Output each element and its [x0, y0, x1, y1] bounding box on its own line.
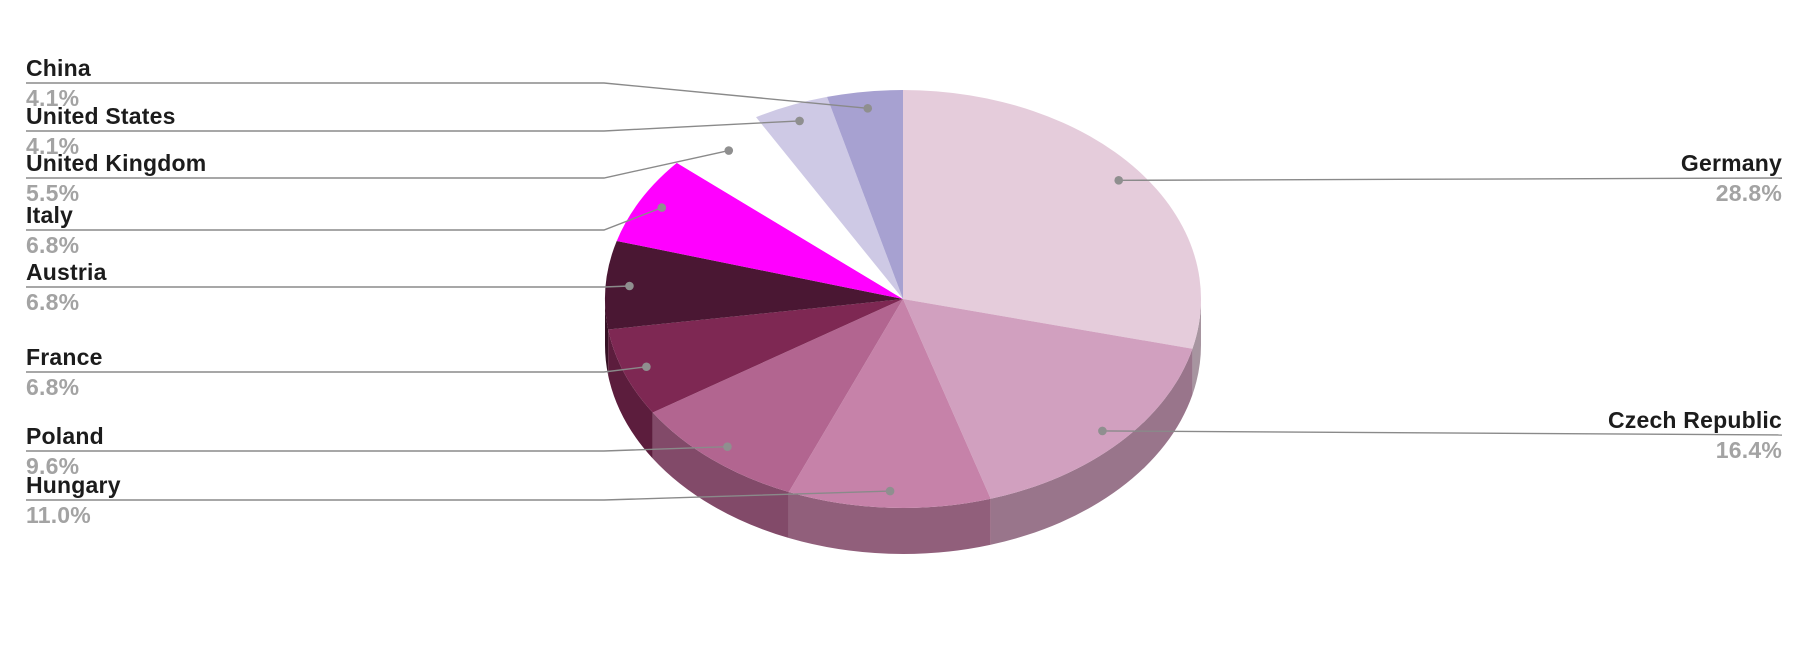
leader-line-china	[26, 82, 868, 110]
pie-slice-austria	[605, 240, 903, 330]
leader-line-czech-republic	[1102, 430, 1783, 436]
label-united-kingdom-name: United Kingdom	[26, 150, 207, 176]
label-germany-pct: 28.8%	[1715, 180, 1782, 206]
label-poland-pct: 9.6%	[26, 453, 80, 479]
leader-dot-united-kingdom	[724, 146, 734, 155]
pie-slice-poland	[652, 299, 903, 493]
leader-line-poland	[26, 445, 728, 452]
label-austria-pct: 6.8%	[26, 289, 80, 315]
label-china-pct: 4.1%	[26, 85, 80, 111]
pie-slice-france	[608, 299, 903, 413]
pie-slice-united-states	[756, 96, 903, 299]
leader-dot-hungary	[885, 486, 895, 496]
leader-line-austria	[26, 285, 630, 288]
leader-dot-china	[863, 104, 873, 113]
label-czech-republic-name: Czech Republic	[1607, 407, 1782, 433]
label-hungary-name: Hungary	[26, 472, 121, 498]
leader-dot-germany	[1114, 176, 1124, 185]
pie-wall-hungary	[788, 492, 991, 554]
leader-line-france	[26, 366, 647, 373]
label-hungary-pct: 11.0%	[26, 502, 91, 528]
leader-line-united-kingdom	[26, 149, 729, 179]
pie-slice-hungary	[788, 299, 991, 509]
label-france-pct: 6.8%	[26, 374, 80, 400]
leader-line-hungary	[26, 490, 891, 501]
leader-dot-czech-republic	[1098, 426, 1107, 436]
label-united-kingdom-pct: 5.5%	[26, 180, 80, 206]
pie-slice-germany	[903, 90, 1201, 349]
pie-wall-czech-republic	[990, 348, 1193, 545]
leader-dot-austria	[625, 281, 634, 291]
label-austria-name: Austria	[26, 259, 107, 285]
pie-wall-austria	[605, 299, 609, 376]
label-france-name: France	[26, 344, 103, 370]
pie-wall-germany	[1192, 299, 1201, 395]
leader-line-italy	[26, 206, 663, 231]
label-china-name: China	[26, 55, 91, 81]
label-italy-pct: 6.8%	[26, 232, 80, 258]
pie-wall-france	[608, 329, 653, 459]
pie-slice-italy	[616, 162, 903, 299]
pie-wall-poland	[652, 412, 789, 539]
label-germany-name: Germany	[1680, 150, 1782, 176]
pie-slice-china	[827, 90, 903, 299]
label-italy-name: Italy	[26, 202, 74, 228]
leader-dot-italy	[657, 203, 667, 212]
label-united-states-pct: 4.1%	[26, 133, 80, 159]
leader-dot-united-states	[795, 116, 804, 126]
leader-line-united-states	[26, 120, 800, 132]
leader-dot-france	[642, 362, 651, 372]
label-poland-name: Poland	[26, 423, 104, 449]
pie-slice-united-kingdom	[676, 117, 903, 300]
label-czech-republic-pct: 16.4%	[1715, 437, 1782, 463]
leader-line-germany	[1118, 177, 1783, 182]
leader-dot-poland	[723, 442, 732, 451]
label-united-states-name: United States	[26, 103, 176, 129]
pie-slice-czech-republic	[903, 299, 1193, 499]
